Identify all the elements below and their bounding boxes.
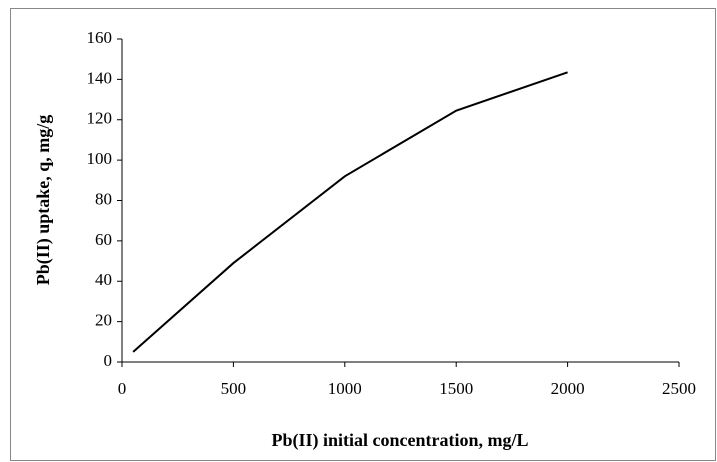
- x-tick-label: 0: [118, 379, 127, 398]
- y-tick-label: 140: [87, 68, 113, 87]
- y-tick-label: 60: [95, 230, 112, 249]
- x-axis-label: Pb(II) initial concentration, mg/L: [272, 430, 529, 451]
- y-tick-label: 120: [87, 109, 113, 128]
- y-tick-label: 40: [95, 270, 112, 289]
- y-tick-label: 20: [95, 311, 112, 330]
- chart-frame: [10, 8, 716, 461]
- y-tick-label: 0: [104, 351, 113, 370]
- x-tick-label: 2500: [662, 379, 696, 398]
- x-tick-label: 500: [221, 379, 247, 398]
- x-tick-label: 1500: [439, 379, 473, 398]
- y-tick-label: 80: [95, 189, 112, 208]
- y-tick-label: 160: [87, 28, 113, 47]
- y-axis-label: Pb(II) uptake, q, mg/g: [33, 115, 54, 286]
- data-line: [132, 71, 568, 353]
- y-tick-label: 100: [87, 149, 113, 168]
- x-tick-label: 1000: [328, 379, 362, 398]
- x-tick-label: 2000: [551, 379, 585, 398]
